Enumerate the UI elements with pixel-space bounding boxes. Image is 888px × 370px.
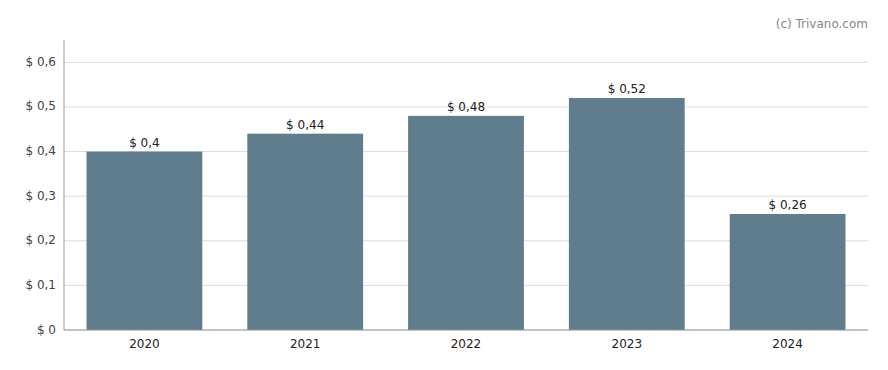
data-label: $ 0,4 [129, 136, 160, 150]
y-tick-label: $ 0,6 [25, 55, 56, 69]
data-label: $ 0,48 [447, 100, 485, 114]
grid-line [64, 62, 868, 63]
y-tick-label: $ 0 [37, 323, 56, 337]
grid [64, 62, 868, 330]
y-tick-label: $ 0,1 [25, 278, 56, 292]
y-axis-line [64, 40, 65, 330]
y-tick-label: $ 0,2 [25, 233, 56, 247]
data-labels: $ 0,4 $ 0,44 $ 0,48 $ 0,52 $ 0,26 [129, 82, 807, 212]
bar [247, 134, 363, 330]
data-label: $ 0,26 [769, 198, 807, 212]
bars [87, 98, 846, 330]
data-label: $ 0,52 [608, 82, 646, 96]
x-tick-label: 2021 [290, 337, 321, 351]
x-tick-label: 2020 [129, 337, 160, 351]
grid-line [64, 330, 868, 331]
data-label: $ 0,44 [286, 118, 324, 132]
x-axis: 2020 2021 2022 2023 2024 [64, 330, 868, 351]
bar [569, 98, 685, 330]
y-tick-label: $ 0,5 [25, 99, 56, 113]
y-axis: $ 0 $ 0,1 $ 0,2 $ 0,3 $ 0,4 $ 0,5 $ 0,6 [25, 40, 64, 337]
chart: $ 0$ 0,1$ 0,2$ 0,3$ 0,4$ 0,5$ 0,6$ 0,4$ … [0, 0, 888, 370]
bar [730, 214, 846, 330]
x-tick-label: 2022 [451, 337, 482, 351]
x-tick-label: 2024 [772, 337, 803, 351]
chart-container: $ 0$ 0,1$ 0,2$ 0,3$ 0,4$ 0,5$ 0,6$ 0,4$ … [0, 0, 888, 370]
annotation: (c) Trivano.com [776, 17, 868, 31]
x-tick-label: 2023 [612, 337, 643, 351]
bar [87, 152, 203, 330]
bar [408, 116, 524, 330]
x-axis-line [64, 330, 868, 331]
y-tick-label: $ 0,3 [25, 189, 56, 203]
y-tick-label: $ 0,4 [25, 144, 56, 158]
